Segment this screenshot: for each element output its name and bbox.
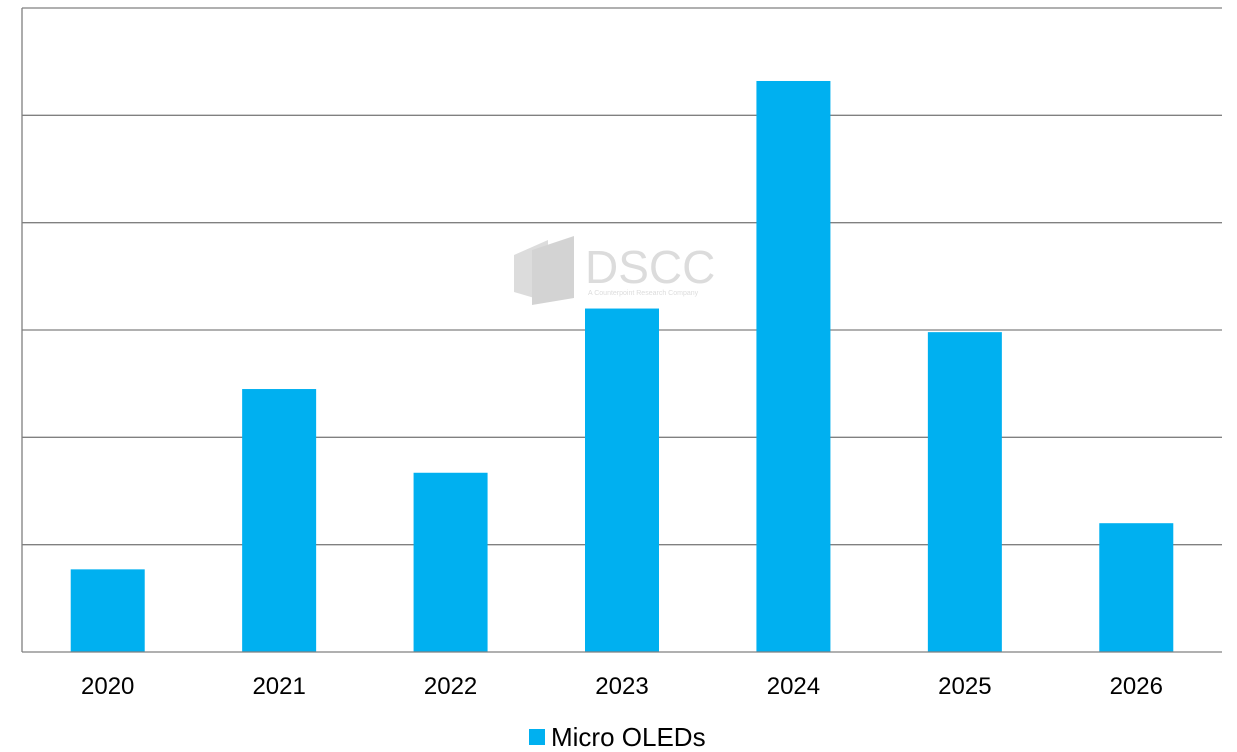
bar-2025 (927, 332, 1002, 652)
bar-2026 (1099, 523, 1174, 652)
bar-2020 (70, 569, 145, 652)
x-tick-label: 2020 (81, 673, 134, 700)
bar-2021 (242, 389, 317, 652)
x-tick-labels: 2020 2021 2022 2023 2024 2025 2026 (81, 673, 1163, 700)
axes (21, 8, 1222, 653)
watermark-subtitle: A Counterpoint Research Company (588, 290, 699, 297)
x-tick-label: 2024 (767, 673, 820, 700)
x-tick-label: 2025 (938, 673, 991, 700)
watermark: DSCC A Counterpoint Research Company (514, 236, 715, 305)
x-tick-label: 2021 (252, 673, 305, 700)
legend-label: Micro OLEDs (551, 722, 706, 752)
x-tick-label: 2022 (424, 673, 477, 700)
bar-2022 (413, 472, 488, 652)
watermark-brand: DSCC (585, 241, 715, 293)
watermark-logo-icon-front (532, 236, 574, 305)
x-tick-label: 2023 (595, 673, 648, 700)
bars (70, 80, 1174, 652)
x-tick-label: 2026 (1110, 673, 1163, 700)
bar-2023 (585, 308, 659, 652)
bar-2024 (756, 80, 831, 652)
legend-swatch (529, 729, 545, 745)
legend: Micro OLEDs (529, 722, 706, 752)
